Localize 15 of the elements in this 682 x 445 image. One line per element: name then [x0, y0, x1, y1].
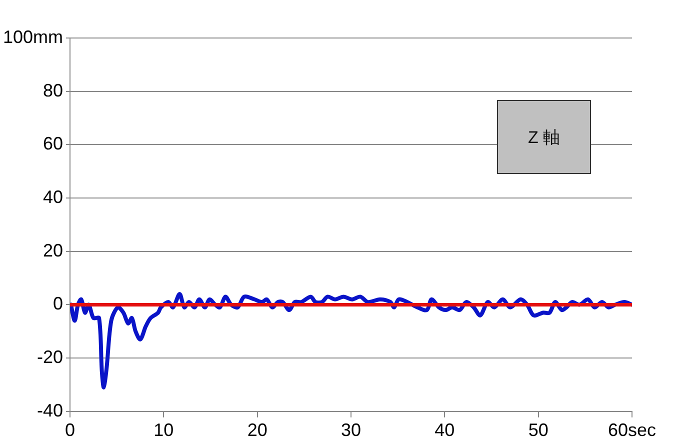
y-tick-label: 80 — [42, 80, 64, 100]
x-tick-label: 10 — [154, 420, 174, 440]
x-tick-label: 20 — [247, 420, 268, 440]
y-tick-label: 0 — [53, 294, 64, 314]
y-tick-label: 20 — [42, 240, 64, 260]
x-tick-label: 50 — [528, 420, 548, 440]
y-tick-label: 40 — [42, 186, 64, 207]
x-tick-label: 30 — [340, 420, 362, 440]
label-box: Z 軸 — [497, 100, 591, 174]
x-tick-label: 40 — [434, 420, 455, 440]
y-tick-label: 100mm — [2, 26, 64, 47]
y-tick-label: -40 — [37, 400, 64, 420]
y-tick-label: -20 — [37, 347, 64, 368]
x-tick-label: 60sec — [608, 420, 656, 440]
y-tick-label: 60 — [42, 134, 64, 154]
